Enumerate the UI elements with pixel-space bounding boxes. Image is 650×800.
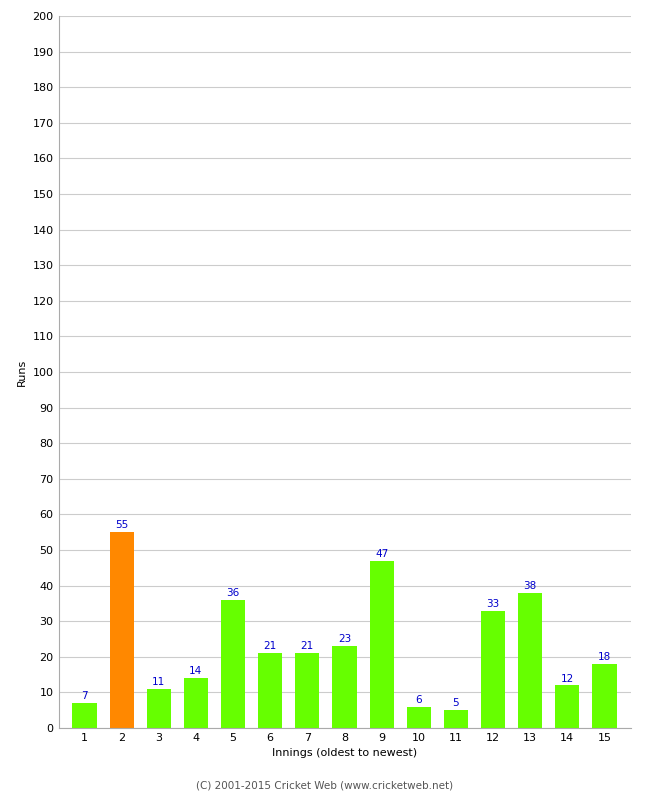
- Text: 5: 5: [452, 698, 460, 709]
- Text: 38: 38: [524, 581, 537, 591]
- Bar: [370, 561, 394, 728]
- Text: 11: 11: [152, 677, 165, 687]
- Bar: [518, 593, 542, 728]
- Bar: [184, 678, 208, 728]
- X-axis label: Innings (oldest to newest): Innings (oldest to newest): [272, 749, 417, 758]
- Text: 6: 6: [415, 695, 422, 705]
- Bar: [481, 610, 505, 728]
- Bar: [221, 600, 245, 728]
- Text: (C) 2001-2015 Cricket Web (www.cricketweb.net): (C) 2001-2015 Cricket Web (www.cricketwe…: [196, 781, 454, 790]
- Text: 21: 21: [264, 642, 277, 651]
- Text: 47: 47: [375, 549, 388, 559]
- Bar: [332, 646, 357, 728]
- Bar: [407, 706, 431, 728]
- Text: 18: 18: [598, 652, 611, 662]
- Bar: [110, 532, 134, 728]
- Bar: [147, 689, 171, 728]
- Text: 7: 7: [81, 691, 88, 702]
- Text: 12: 12: [561, 674, 574, 683]
- Text: 21: 21: [301, 642, 314, 651]
- Bar: [444, 710, 468, 728]
- Bar: [258, 654, 282, 728]
- Text: 33: 33: [486, 598, 500, 609]
- Bar: [555, 686, 579, 728]
- Bar: [592, 664, 617, 728]
- Bar: [295, 654, 319, 728]
- Text: 55: 55: [115, 521, 128, 530]
- Text: 23: 23: [338, 634, 351, 644]
- Text: 14: 14: [189, 666, 203, 676]
- Y-axis label: Runs: Runs: [17, 358, 27, 386]
- Bar: [72, 703, 97, 728]
- Text: 36: 36: [226, 588, 240, 598]
